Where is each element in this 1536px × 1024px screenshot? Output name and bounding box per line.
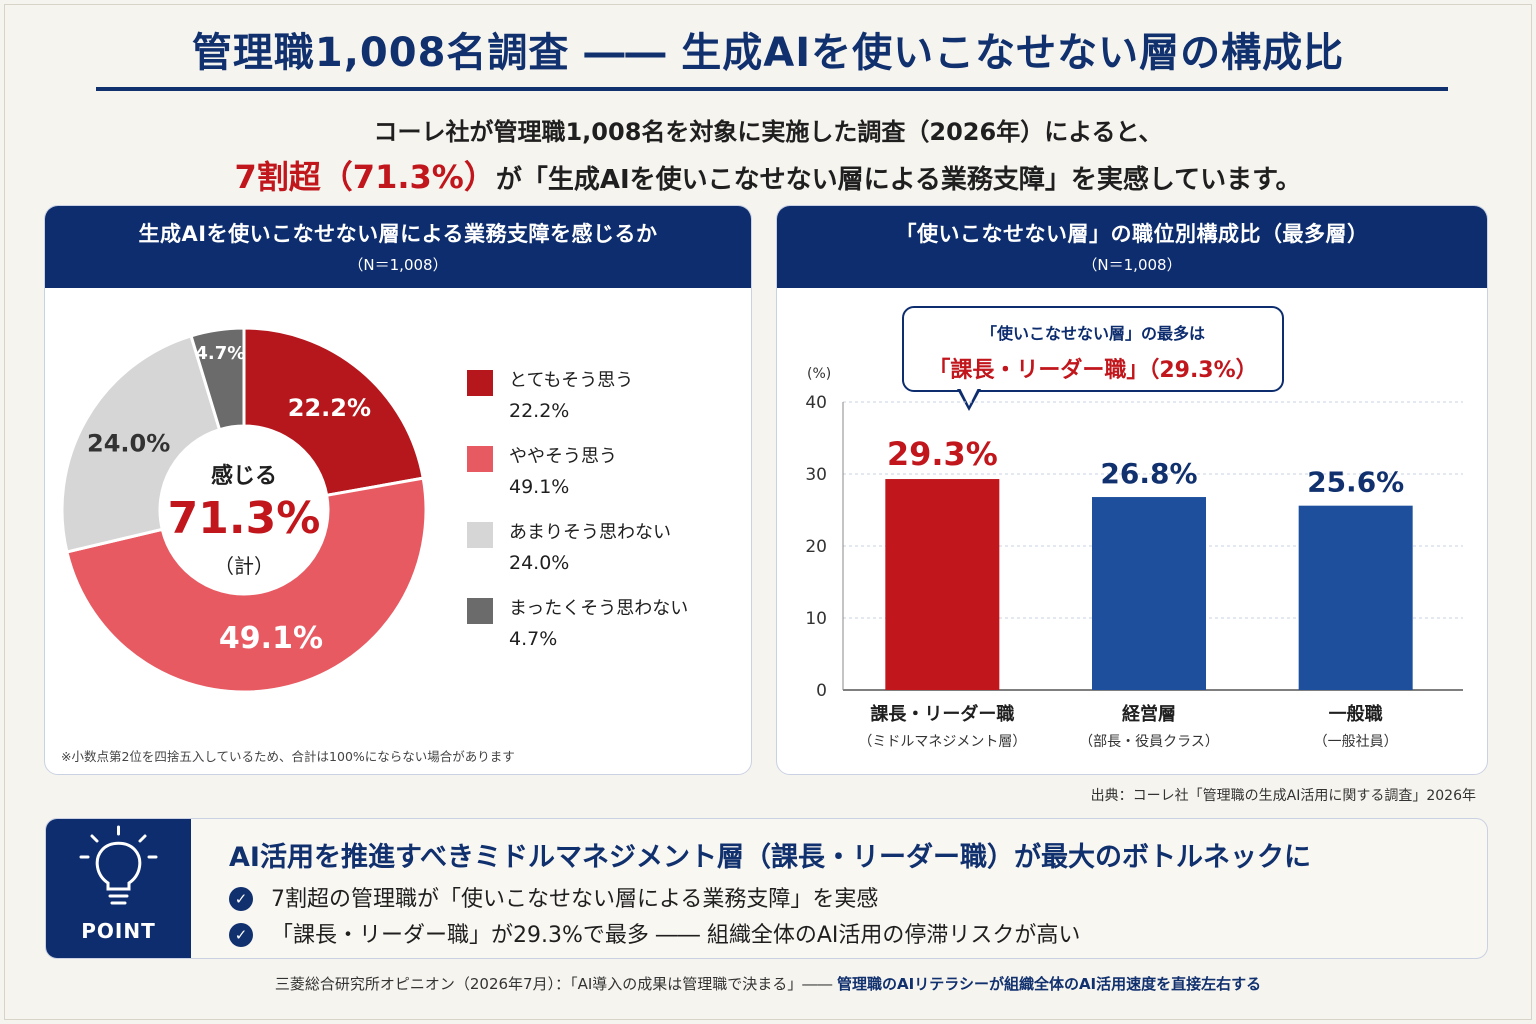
donut-data-label: 49.1% bbox=[219, 621, 323, 656]
legend-label: まったくそう思わない bbox=[509, 598, 689, 619]
point-item-text: 7割超の管理職が「使いこなせない層による業務支障」を実感 bbox=[271, 887, 879, 912]
bar-data-label: 25.6% bbox=[1307, 466, 1404, 499]
donut-panel-title: 生成AIを使いこなせない層による業務支障を感じるか bbox=[138, 222, 658, 246]
legend-value: 49.1% bbox=[509, 476, 570, 498]
y-axis-unit: (%) bbox=[807, 366, 831, 382]
donut-slice bbox=[189, 326, 246, 432]
donut-chart: 22.2% 49.1% 24.0% 4.7% 感じる 71.3% （計） bbox=[60, 326, 428, 694]
donut-center-top: 感じる bbox=[211, 463, 277, 489]
x-category-label: 経営層 bbox=[1122, 703, 1176, 725]
point-headline: AI活用を推進すべきミドルマネジメント層（課長・リーダー職）が最大のボトルネック… bbox=[229, 842, 1312, 873]
lightbulb-icon bbox=[79, 825, 158, 905]
point-item-text: 「課長・リーダー職」が29.3%で最多 ―― 組織全体のAI活用の停滞リスクが高… bbox=[271, 923, 1081, 948]
donut-data-label: 4.7% bbox=[195, 343, 245, 364]
legend-swatch bbox=[467, 370, 493, 396]
point-box: POINT AI活用を推進すべきミドルマネジメント層（課長・リーダー職）が最大の… bbox=[45, 818, 1488, 959]
donut-panel-header: 生成AIを使いこなせない層による業務支障を感じるか （N＝1,008） bbox=[45, 206, 751, 288]
donut-slice bbox=[242, 326, 425, 498]
legend-swatch bbox=[467, 446, 493, 472]
footer-citation: 三菱総合研究所オピニオン（2026年7月）：「AI導入の成果は管理職で決まる」―… bbox=[0, 973, 1536, 994]
title-divider bbox=[96, 87, 1448, 91]
intro-line-2: 7割超（71.3%）が「生成AIを使いこなせない層による業務支障」を実感していま… bbox=[0, 152, 1536, 198]
y-tick-label: 30 bbox=[805, 465, 827, 485]
bar bbox=[1092, 497, 1206, 690]
bar bbox=[1298, 505, 1413, 690]
footer-citation-source: 三菱総合研究所オピニオン（2026年7月）：「AI導入の成果は管理職で決まる」―… bbox=[274, 975, 838, 993]
check-icon: ✓ bbox=[229, 887, 253, 911]
point-label: POINT bbox=[81, 919, 156, 943]
x-category-sublabel: （一般社員） bbox=[1314, 734, 1398, 750]
x-category-label: 課長・リーダー職 bbox=[870, 703, 1014, 725]
legend-label: ややそう思う bbox=[509, 446, 617, 467]
x-category-sublabel: （部長・役員クラス） bbox=[1079, 734, 1219, 750]
x-category-label: 一般職 bbox=[1329, 703, 1383, 725]
x-category-sublabel: （ミドルマネジメント層） bbox=[858, 734, 1026, 750]
y-tick-label: 20 bbox=[805, 537, 827, 557]
intro-line-2-text: が「生成AIを使いこなせない層による業務支障」を実感しています。 bbox=[495, 165, 1302, 195]
y-tick-label: 0 bbox=[816, 681, 827, 701]
legend-label: とてもそう思う bbox=[509, 370, 634, 391]
bar-data-label: 26.8% bbox=[1100, 457, 1197, 490]
legend-value: 22.2% bbox=[509, 400, 570, 422]
callout-line-2: 「課長・リーダー職」（29.3%） bbox=[928, 358, 1258, 383]
bar-panel-title: 「使いこなせない層」の職位別構成比（最多層） bbox=[895, 222, 1369, 246]
intro-line-1: コーレ社が管理職1,008名を対象に実施した調査（2026年）によると、 bbox=[373, 118, 1163, 146]
donut-panel-subtitle: （N＝1,008） bbox=[348, 256, 448, 274]
point-item: ✓ 7割超の管理職が「使いこなせない層による業務支障」を実感 bbox=[229, 881, 878, 913]
legend-swatch bbox=[467, 598, 493, 624]
donut-footnote: ※小数点第2位を四捨五入しているため、合計は100%にならない場合があります bbox=[61, 749, 515, 764]
donut-center-value: 71.3% bbox=[168, 493, 321, 544]
donut-center-bottom: （計） bbox=[214, 554, 274, 578]
y-tick-label: 40 bbox=[805, 393, 827, 413]
footer-citation-emphasis: 管理職のAIリテラシーが組織全体のAI活用速度を直接左右する bbox=[837, 975, 1262, 993]
y-tick-label: 10 bbox=[805, 609, 827, 629]
bar-panel-subtitle: （N＝1,008） bbox=[1082, 256, 1182, 274]
donut-slice bbox=[60, 334, 222, 554]
check-icon: ✓ bbox=[229, 923, 253, 947]
bar-panel-header: 「使いこなせない層」の職位別構成比（最多層） （N＝1,008） bbox=[777, 206, 1487, 288]
legend-swatch bbox=[467, 522, 493, 548]
callout-box: 「使いこなせない層」の最多は 「課長・リーダー職」（29.3%） bbox=[902, 306, 1284, 392]
source-note: 出典：コーレ社「管理職の生成AI活用に関する調査」2026年 bbox=[1090, 788, 1476, 804]
bar-chart: (%) 0 10 20 30 40 29.3% 課長・リーダー職 （ミドルマネジメント層） 2… bbox=[805, 366, 1463, 750]
legend-value: 4.7% bbox=[509, 628, 558, 650]
intro-highlight: 7割超（71.3%） bbox=[234, 158, 496, 196]
page-title: 管理職1,008名調査 ―― 生成AIを使いこなせない層の構成比 bbox=[191, 30, 1345, 76]
bar-chart-panel: 「使いこなせない層」の職位別構成比（最多層） （N＝1,008） 「使いこなせな… bbox=[776, 205, 1488, 775]
donut-data-label: 24.0% bbox=[87, 430, 170, 458]
legend-value: 24.0% bbox=[509, 552, 570, 574]
bar-data-label: 29.3% bbox=[887, 435, 998, 473]
legend-label: あまりそう思わない bbox=[509, 522, 671, 543]
point-item: ✓ 「課長・リーダー職」が29.3%で最多 ―― 組織全体のAI活用の停滞リスクが… bbox=[229, 917, 1080, 949]
callout-line-1: 「使いこなせない層」の最多は bbox=[980, 324, 1205, 343]
donut-data-label: 22.2% bbox=[288, 394, 371, 422]
donut-chart-panel: 生成AIを使いこなせない層による業務支障を感じるか （N＝1,008） 22.2… bbox=[44, 205, 752, 775]
bar bbox=[885, 479, 1000, 690]
point-badge: POINT bbox=[46, 819, 191, 958]
